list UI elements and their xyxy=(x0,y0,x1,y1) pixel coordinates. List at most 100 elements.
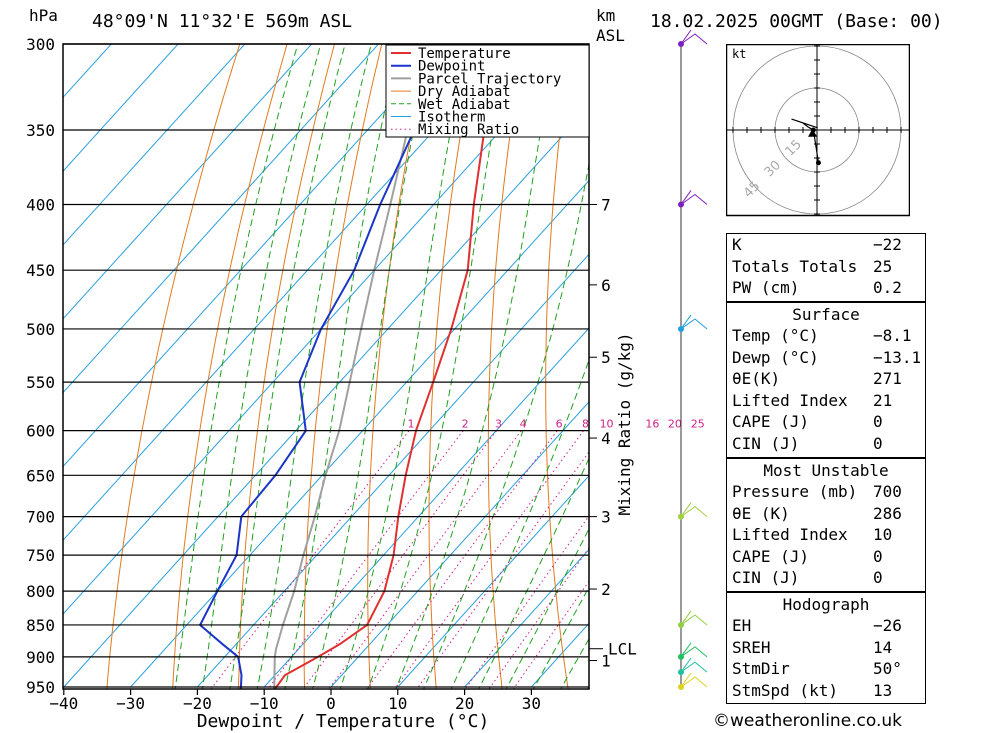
wet-adiabat-line xyxy=(284,44,401,689)
wet-adiabat-line xyxy=(256,44,372,689)
wind-barb xyxy=(680,29,708,45)
indices-box: K −22 Totals Totals 25 PW (cm) 0.2 xyxy=(726,233,926,302)
temp-tick-label: 10 xyxy=(388,694,407,713)
km-label: km xyxy=(596,6,616,25)
hodograph-unit: kt xyxy=(732,47,746,61)
mixing-ratio-label: 8 xyxy=(582,418,589,431)
hodograph-row: SREH 14 xyxy=(727,637,925,659)
hodograph-value: 14 xyxy=(873,637,893,657)
dry-adiabat-line xyxy=(428,44,478,689)
isobars xyxy=(63,43,589,688)
surface-title: Surface xyxy=(792,305,860,324)
surface-value: 0 xyxy=(873,412,883,432)
surface-label: CAPE (J) xyxy=(732,412,810,432)
most-unstable-row: Lifted Index 10 xyxy=(727,524,925,546)
k-row: K −22 xyxy=(727,234,925,256)
most-unstable-row: CAPE (J) 0 xyxy=(727,546,925,568)
hodograph-title: Hodograph xyxy=(782,595,870,614)
pressure-tick-label: 300 xyxy=(26,35,55,54)
most-unstable-row: Pressure (mb) 700 xyxy=(727,481,925,503)
hpa-label: hPa xyxy=(29,6,58,25)
pressure-tick-label: 500 xyxy=(26,320,55,339)
mixing-ratio-line xyxy=(416,451,589,689)
legend-entry: Temperature xyxy=(418,46,511,62)
most-unstable-title: Most Unstable xyxy=(763,461,889,480)
pressure-tick-label: 400 xyxy=(26,195,55,214)
wet-adiabat-line xyxy=(201,44,322,689)
surface-value: 271 xyxy=(873,369,902,389)
tt-value: 25 xyxy=(873,256,893,276)
temp-tick-label: 0 xyxy=(326,694,336,713)
k-value: −22 xyxy=(873,235,902,254)
mixing-ratio-label: 25 xyxy=(691,418,705,431)
asl-label: ASL xyxy=(596,26,625,45)
legend-entry: Isotherm xyxy=(418,110,485,126)
km-tick-label: 4 xyxy=(601,429,611,448)
series-temperature xyxy=(273,44,507,689)
wind-profile xyxy=(678,29,708,690)
mixing-ratio-label: 10 xyxy=(600,418,614,431)
mixing-ratio-label: 4 xyxy=(520,418,527,431)
dry-adiabat-line xyxy=(172,44,288,689)
dry-adiabat-line xyxy=(487,44,525,689)
surface-box: Surface Temp (°C) −8.1 Dewp (°C) −13.1 θE(K)… xyxy=(726,302,926,458)
legend-box xyxy=(385,44,590,138)
surface-label: Temp (°C) xyxy=(732,326,819,345)
isotherm-line xyxy=(130,179,589,688)
most-unstable-value: 700 xyxy=(873,482,902,501)
km-tick-label: 7 xyxy=(601,195,611,214)
mixing-ratio-label: 2 xyxy=(462,418,469,431)
temp-tick-label: −10 xyxy=(250,694,279,713)
wind-barb xyxy=(680,190,708,205)
plot-area xyxy=(63,6,701,693)
tt-row: Totals Totals 25 xyxy=(727,256,925,278)
surface-label: Dewp (°C) xyxy=(732,347,819,367)
skewt-chart: 3003504004505005506006507007508008509009… xyxy=(26,6,708,732)
temp-tick-label: −20 xyxy=(183,694,212,713)
pressure-tick-label: 750 xyxy=(26,546,55,565)
dry-adiabat-line xyxy=(545,44,572,689)
mixing-ratio-line xyxy=(302,430,497,689)
most-unstable-row: θE (K) 286 xyxy=(727,503,925,525)
surface-row: CAPE (J) 0 xyxy=(727,411,925,433)
surface-row: CIN (J) 0 xyxy=(727,433,925,455)
wet-adiabat-line xyxy=(367,44,509,689)
credit: ©weatheronline.co.uk xyxy=(713,711,903,731)
wet-adiabat-line xyxy=(450,358,589,689)
dry-adiabat-line xyxy=(303,44,383,689)
pressure-tick-label: 900 xyxy=(26,648,55,667)
mixing-ratio-label: 1 xyxy=(407,418,414,431)
isotherm-line xyxy=(63,44,313,320)
surface-row: θE(K) 271 xyxy=(727,368,925,390)
dry-adiabat-line xyxy=(655,6,701,693)
pressure-tick-label: 600 xyxy=(26,422,55,441)
isotherm-line xyxy=(330,401,589,688)
wet-adiabat-line xyxy=(312,44,433,689)
km-tick-label: 6 xyxy=(601,276,611,295)
mixing-ratio-line xyxy=(210,430,410,689)
pw-row: PW (cm) 0.2 xyxy=(727,277,925,299)
wind-barb xyxy=(680,502,708,518)
wind-barb xyxy=(680,642,708,658)
hodograph-label: StmSpd (kt) xyxy=(732,680,838,700)
surface-value: −8.1 xyxy=(873,326,912,345)
mixing-ratio-line xyxy=(464,515,589,689)
hodograph-row: StmSpd (kt) 13 xyxy=(727,680,925,702)
tt-label: Totals Totals xyxy=(732,256,858,276)
legend-entry: Parcel Trajectory xyxy=(418,71,561,87)
mixing-ratio-line xyxy=(328,430,522,689)
mixing-ratio-label: 3 xyxy=(495,418,502,431)
km-tick-label: 2 xyxy=(601,580,611,599)
mixing-ratio-line xyxy=(394,430,584,689)
wind-barb xyxy=(680,657,708,673)
surface-row: Lifted Index 21 xyxy=(727,390,925,412)
hodograph-label: StmDir xyxy=(732,659,790,679)
isotherms xyxy=(63,44,589,688)
surface-value: −13.1 xyxy=(873,347,922,367)
wet-adiabat-line xyxy=(478,457,589,689)
legend-entry: Wet Adiabat xyxy=(418,97,511,113)
isotherm-line xyxy=(464,548,589,688)
isotherm-line xyxy=(63,44,446,468)
